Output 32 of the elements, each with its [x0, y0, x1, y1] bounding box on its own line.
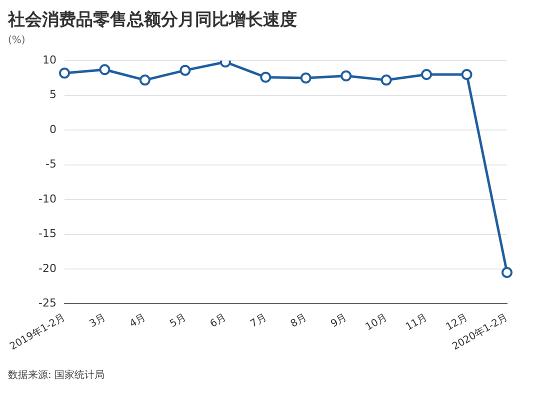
y-tick-label: 0	[50, 122, 57, 136]
point	[300, 72, 312, 84]
x-tick-label: 4月	[128, 312, 148, 330]
x-tick-label: 7月	[248, 312, 268, 330]
point	[502, 266, 512, 278]
x-tick-label: 8月	[288, 312, 309, 330]
x-tick-label: 9月	[329, 312, 349, 330]
x-tick-label: 6月	[208, 312, 228, 330]
point	[180, 64, 191, 76]
x-tick-label: 10月	[364, 312, 390, 334]
x-tick-label: 5月	[168, 312, 188, 330]
x-tick-label: 3月	[88, 312, 108, 330]
source-note: 数据来源: 国家统计局	[8, 368, 106, 382]
y-tick-label: -15	[38, 227, 57, 240]
point	[421, 68, 432, 80]
point	[461, 68, 472, 80]
y-tick-label: -10	[38, 192, 57, 206]
y-tick-label: 10	[42, 53, 57, 66]
y-tick-label: -25	[38, 296, 57, 310]
point	[99, 64, 110, 76]
point	[380, 74, 392, 86]
y-tick-label: -20	[38, 262, 57, 275]
x-tick-label: 12月	[444, 312, 470, 334]
y-tick-label: 5	[50, 88, 57, 102]
point	[340, 70, 352, 82]
point	[139, 74, 150, 86]
point	[59, 68, 70, 79]
point	[260, 72, 272, 83]
x-tick-label: 11月	[404, 312, 430, 334]
y-axis-title: (%)	[8, 35, 26, 46]
y-tick-label: -5	[46, 158, 57, 171]
chart-title: 社会消费品零售总额分月同比增长速度	[8, 9, 298, 31]
